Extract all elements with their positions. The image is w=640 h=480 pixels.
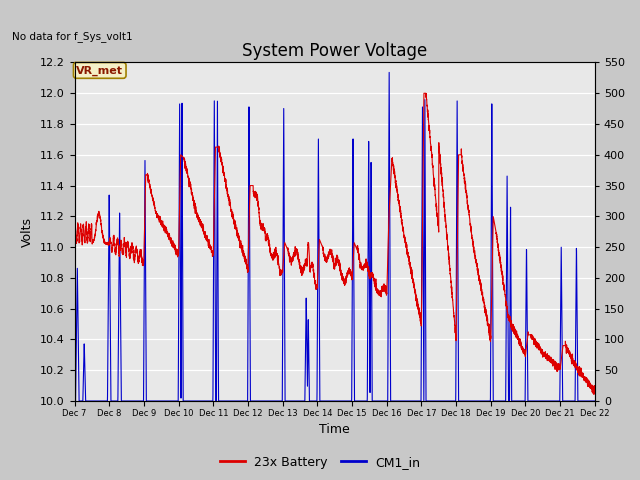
Y-axis label: Volts: Volts <box>21 217 35 247</box>
Title: System Power Voltage: System Power Voltage <box>242 42 428 60</box>
X-axis label: Time: Time <box>319 423 350 436</box>
Legend: 23x Battery, CM1_in: 23x Battery, CM1_in <box>214 451 426 474</box>
Text: No data for f_Sys_volt1: No data for f_Sys_volt1 <box>12 31 132 42</box>
Text: VR_met: VR_met <box>76 65 124 75</box>
